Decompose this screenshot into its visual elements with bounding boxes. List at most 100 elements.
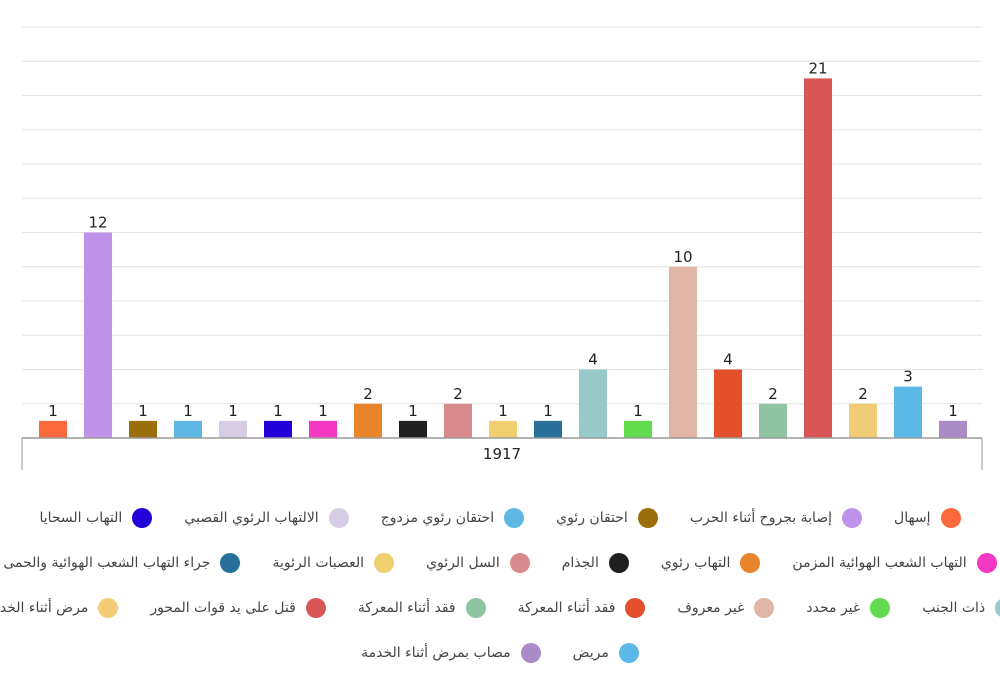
legend-item[interactable]: احتقان رئوي bbox=[556, 507, 658, 528]
bar bbox=[534, 420, 562, 438]
bar bbox=[759, 403, 787, 438]
legend-item[interactable]: إصابة بجروح أثناء الحرب bbox=[689, 507, 863, 528]
legend-swatch bbox=[520, 642, 541, 663]
legend-swatch bbox=[740, 552, 761, 573]
legend-item[interactable]: جراء التهاب الشعب الهوائية والحمى bbox=[3, 552, 241, 573]
legend-swatch bbox=[305, 597, 326, 618]
legend-label: إصابة بجروح أثناء الحرب bbox=[689, 509, 833, 526]
gridlines bbox=[22, 26, 982, 405]
legend-swatch bbox=[504, 507, 525, 528]
legend-swatch bbox=[220, 552, 241, 573]
legend-item[interactable]: فقد أثناء المعركة bbox=[357, 597, 486, 618]
legend-item[interactable]: احتقان رئوي مزدوج bbox=[380, 507, 525, 528]
legend-swatch bbox=[132, 507, 153, 528]
legend-item[interactable]: إسهال bbox=[894, 507, 961, 528]
legend-item[interactable]: التهاب السحايا bbox=[39, 507, 153, 528]
legend-swatch bbox=[509, 552, 530, 573]
data-label: 1 bbox=[543, 402, 553, 420]
legend-swatch bbox=[618, 642, 639, 663]
legend-swatch bbox=[608, 552, 629, 573]
data-label: 2 bbox=[858, 385, 868, 403]
legend-swatch bbox=[625, 597, 646, 618]
bar bbox=[399, 420, 427, 438]
legend-item[interactable]: فقد أثناء المعركة bbox=[517, 597, 646, 618]
legend-label: فقد أثناء المعركة bbox=[517, 599, 616, 616]
legend-item[interactable]: السل الرئوي bbox=[426, 552, 530, 573]
bar bbox=[174, 420, 202, 438]
bar bbox=[354, 403, 382, 438]
legend-item[interactable]: العصبات الرئوية bbox=[272, 552, 395, 573]
legend-item[interactable]: التهاب رئوي bbox=[660, 552, 761, 573]
legend-label: فقد أثناء المعركة bbox=[357, 599, 456, 616]
legend-item[interactable]: غير معروف bbox=[677, 597, 775, 618]
legend-swatch bbox=[754, 597, 775, 618]
bar bbox=[129, 420, 157, 438]
data-label: 3 bbox=[903, 368, 913, 386]
legend-label: الالتهاب الرئوي القصبي bbox=[184, 509, 319, 526]
legend-item[interactable]: مريض bbox=[572, 642, 639, 663]
legend-swatch bbox=[995, 597, 1000, 618]
bar bbox=[894, 386, 922, 438]
legend-item[interactable]: مرض أثناء الخدمة bbox=[0, 597, 119, 618]
legend-label: ذات الجنب bbox=[922, 599, 986, 616]
bar bbox=[444, 403, 472, 438]
legend-item[interactable]: الالتهاب الرئوي القصبي bbox=[184, 507, 349, 528]
legend-label: مرض أثناء الخدمة bbox=[0, 599, 89, 616]
data-label: 1 bbox=[48, 402, 58, 420]
legend-item[interactable]: مصاب بمرض أثناء الخدمة bbox=[361, 642, 541, 663]
legend-item[interactable]: غير محدد bbox=[806, 597, 891, 618]
legend-label: السل الرئوي bbox=[426, 554, 500, 571]
legend-item[interactable]: التهاب الشعب الهوائية المزمن bbox=[792, 552, 997, 573]
bar bbox=[804, 78, 832, 438]
legend-item[interactable]: قتل على يد قوات المحور bbox=[150, 597, 326, 618]
data-label: 1 bbox=[228, 402, 238, 420]
legend-label: الجذام bbox=[561, 554, 599, 571]
data-label: 2 bbox=[363, 385, 373, 403]
legend-swatch bbox=[976, 552, 997, 573]
legend-row: مريض مصاب بمرض أثناء الخدمة bbox=[0, 630, 1000, 675]
legend-label: العصبات الرئوية bbox=[272, 554, 365, 571]
data-label: 12 bbox=[88, 214, 107, 232]
bar bbox=[309, 420, 337, 438]
legend-label: التهاب الشعب الهوائية المزمن bbox=[792, 554, 967, 571]
data-label: 1 bbox=[318, 402, 328, 420]
data-label: 21 bbox=[808, 59, 827, 77]
bar bbox=[39, 420, 67, 438]
legend-item[interactable]: الجذام bbox=[561, 552, 629, 573]
legend-item[interactable]: ذات الجنب bbox=[922, 597, 1000, 618]
data-label: 2 bbox=[453, 385, 463, 403]
legend-label: احتقان رئوي مزدوج bbox=[380, 509, 495, 526]
legend-swatch bbox=[98, 597, 119, 618]
legend-label: مصاب بمرض أثناء الخدمة bbox=[361, 644, 511, 661]
bar bbox=[849, 403, 877, 438]
bar bbox=[714, 369, 742, 438]
legend-swatch bbox=[940, 507, 961, 528]
legend-label: غير محدد bbox=[806, 599, 861, 616]
legend-label: احتقان رئوي bbox=[556, 509, 628, 526]
bar bbox=[579, 369, 607, 438]
legend-label: غير معروف bbox=[677, 599, 745, 616]
bar bbox=[264, 420, 292, 438]
legend-row: ذات الجنب غير محدد غير معروف فقد أثناء المع… bbox=[0, 585, 1000, 630]
bar bbox=[669, 266, 697, 438]
legend-label: التهاب رئوي bbox=[660, 554, 731, 571]
data-label: 1 bbox=[183, 402, 193, 420]
bar bbox=[84, 232, 112, 438]
data-label: 1 bbox=[138, 402, 148, 420]
data-label: 1 bbox=[498, 402, 508, 420]
legend-label: جراء التهاب الشعب الهوائية والحمى bbox=[3, 554, 211, 571]
data-label: 4 bbox=[588, 351, 598, 369]
legend-label: التهاب السحايا bbox=[39, 509, 123, 526]
legend-label: إسهال bbox=[894, 509, 931, 526]
legend-label: مريض bbox=[572, 644, 609, 661]
data-label: 1 bbox=[273, 402, 283, 420]
legend-label: قتل على يد قوات المحور bbox=[150, 599, 296, 616]
data-label: 2 bbox=[768, 385, 778, 403]
data-label: 1 bbox=[948, 402, 958, 420]
bar bbox=[219, 420, 247, 438]
legend-swatch bbox=[328, 507, 349, 528]
data-label: 4 bbox=[723, 351, 733, 369]
legend-swatch bbox=[374, 552, 395, 573]
